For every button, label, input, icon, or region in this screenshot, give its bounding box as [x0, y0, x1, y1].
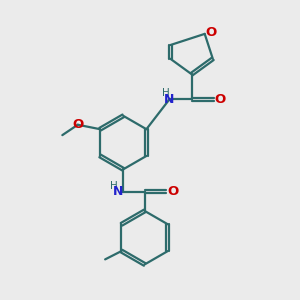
Text: O: O	[167, 185, 178, 198]
Text: N: N	[164, 93, 174, 106]
Text: O: O	[206, 26, 217, 39]
Text: O: O	[72, 118, 83, 131]
Text: H: H	[110, 181, 118, 191]
Text: O: O	[215, 93, 226, 106]
Text: N: N	[113, 185, 123, 198]
Text: H: H	[162, 88, 169, 98]
